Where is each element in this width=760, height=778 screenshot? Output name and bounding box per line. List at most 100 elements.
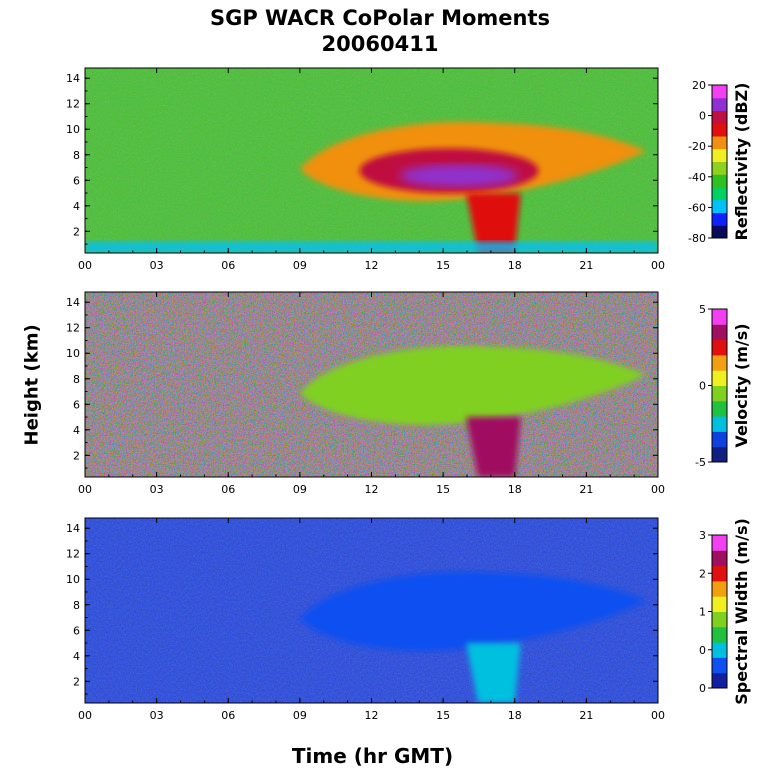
colorbar-segment (712, 565, 727, 582)
colorbar-label: Velocity (m/s) (732, 323, 751, 447)
colorbar-segment (712, 550, 727, 567)
x-tick-label: 06 (221, 709, 235, 722)
y-tick-label: 14 (66, 296, 80, 309)
colorbar-tick-label: -20 (688, 140, 706, 153)
y-tick-label: 14 (66, 522, 80, 535)
colorbar-segment (712, 370, 727, 386)
colorbar-tick-label: -5 (695, 456, 706, 469)
velocity-panel: 00 03 06 09 12 15 18 21 00 2 4 6 8 10 12 14 5 0 -5 Velocity… (66, 291, 751, 496)
colorbar-tick-label: -40 (688, 171, 706, 184)
colorbar-segment (712, 354, 727, 371)
colorbar-segment (712, 148, 727, 162)
colorbar-segment (712, 309, 727, 325)
colorbar-segment (712, 431, 727, 448)
colorbar-tick-label: 20 (692, 79, 706, 92)
colorbar-segment (712, 385, 727, 402)
colorbar-tick-label: -80 (688, 232, 706, 245)
y-tick-label: 12 (66, 548, 80, 561)
colorbar-segment (712, 611, 727, 628)
colorbar-segment (712, 416, 727, 432)
x-tick-label: 03 (150, 709, 164, 722)
colorbar-tick-label: 3 (699, 529, 706, 542)
chart-title: SGP WACR CoPolar Moments (209, 6, 551, 30)
y-tick-label: 2 (73, 225, 80, 238)
colorbar-segment (712, 212, 727, 226)
colorbar-segment (712, 123, 727, 137)
colorbar-segment (712, 97, 727, 111)
x-tick-label: 21 (579, 483, 593, 496)
colorbar-tick-label: 0 (699, 682, 706, 695)
x-tick-label: 18 (508, 709, 522, 722)
x-tick-label: 03 (150, 259, 164, 272)
colorbar-segment (712, 199, 727, 213)
x-tick-label: 00 (78, 483, 92, 496)
colorbar-segment (712, 110, 727, 124)
y-tick-label: 12 (66, 322, 80, 335)
colorbar-segment (712, 225, 727, 239)
colorbar-segment (712, 657, 727, 674)
x-tick-label: 12 (365, 709, 379, 722)
colorbar-tick-label: 0 (699, 380, 706, 393)
colorbar-segment (712, 642, 727, 658)
colorbar-segment (712, 339, 727, 356)
precipitation-shaft (466, 643, 521, 703)
x-tick-label: 00 (78, 709, 92, 722)
y-tick-label: 2 (73, 675, 80, 688)
y-tick-label: 2 (73, 449, 80, 462)
colorbar-segment (712, 626, 727, 643)
x-tick-label: 09 (293, 259, 307, 272)
chart-subtitle: 20060411 (321, 32, 439, 56)
x-axis-label: Time (hr GMT) (291, 744, 454, 768)
x-tick-label: 15 (436, 259, 450, 272)
colorbar-tick-label: 1 (699, 606, 706, 619)
y-tick-label: 10 (66, 573, 80, 586)
colorbar-tick-label: 2 (699, 567, 706, 580)
x-tick-label: 12 (365, 483, 379, 496)
cloud-core-intense (399, 164, 519, 187)
colorbar: 20 0 -20 -40 -60 -80 Reflectivity (dBZ) (688, 79, 751, 245)
colorbar-segment (712, 535, 727, 551)
y-tick-label: 8 (73, 599, 80, 612)
x-tick-label: 03 (150, 483, 164, 496)
colorbar-segment (712, 672, 727, 689)
y-tick-label: 6 (73, 624, 80, 637)
surface-clutter (85, 241, 658, 253)
precipitation-shaft (466, 417, 521, 477)
y-tick-label: 12 (66, 98, 80, 111)
colorbar-label: Spectral Width (m/s) (732, 518, 751, 705)
precipitation-shaft (466, 193, 521, 253)
colorbar-segment (712, 446, 727, 463)
colorbar-tick-label: 0 (699, 110, 706, 123)
colorbar-frame (711, 84, 728, 239)
y-tick-label: 4 (73, 424, 80, 437)
y-tick-label: 6 (73, 174, 80, 187)
x-tick-label: 00 (651, 259, 665, 272)
x-tick-label: 00 (651, 483, 665, 496)
y-tick-label: 14 (66, 72, 80, 85)
x-tick-label: 06 (221, 483, 235, 496)
colorbar: 3 2 1 0 0 Spectral Width (m/s) (699, 518, 751, 705)
reflectivity-panel: 00 03 06 09 12 15 18 21 00 2 4 6 8 10 12 14 20 0 -20 -40 -60… (66, 67, 751, 272)
x-tick-label: 06 (221, 259, 235, 272)
x-tick-label: 21 (579, 709, 593, 722)
x-tick-label: 09 (293, 483, 307, 496)
colorbar-label: Reflectivity (dBZ) (732, 83, 751, 241)
colorbar: 5 0 -5 Velocity (m/s) (695, 303, 751, 469)
y-tick-label: 6 (73, 398, 80, 411)
colorbar-tick-label: 5 (699, 303, 706, 316)
colorbar-segment (712, 580, 727, 597)
y-tick-label: 8 (73, 373, 80, 386)
x-tick-label: 00 (78, 259, 92, 272)
x-tick-label: 09 (293, 709, 307, 722)
colorbar-segment (712, 187, 727, 201)
y-tick-label: 10 (66, 123, 80, 136)
colorbar-segment (712, 85, 727, 99)
x-tick-label: 15 (436, 483, 450, 496)
colorbar-tick-label: -60 (688, 201, 706, 214)
y-tick-label: 4 (73, 200, 80, 213)
cloud-region (299, 571, 647, 652)
colorbar-segment (712, 136, 727, 150)
colorbar-tick-label: 0 (699, 644, 706, 657)
